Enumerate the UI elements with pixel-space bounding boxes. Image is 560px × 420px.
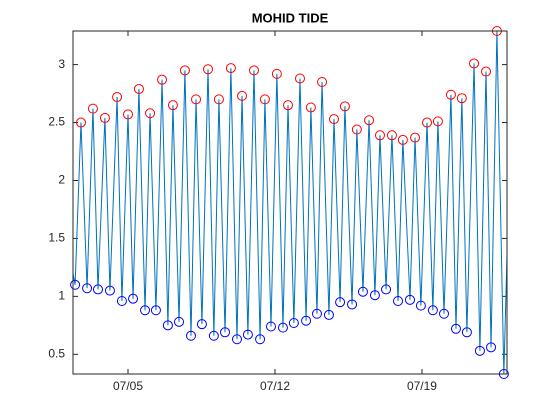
extremum-marker bbox=[432, 116, 443, 127]
extremum-marker bbox=[283, 100, 294, 111]
extremum-marker bbox=[445, 89, 456, 100]
extremum-marker bbox=[128, 293, 139, 304]
extremum-marker bbox=[439, 308, 450, 319]
extremum-marker bbox=[75, 117, 86, 128]
y-tick-label: 3 bbox=[58, 57, 65, 71]
extremum-marker bbox=[323, 309, 334, 320]
extremum-marker bbox=[427, 305, 438, 316]
extremum-marker bbox=[404, 294, 415, 305]
extremum-marker bbox=[116, 295, 127, 306]
extremum-marker bbox=[305, 102, 316, 113]
extremum-marker bbox=[92, 284, 103, 295]
y-tick-label: 1.5 bbox=[48, 231, 65, 245]
y-tick-label: 2.5 bbox=[48, 115, 65, 129]
extremum-marker bbox=[374, 130, 385, 141]
extremum-marker bbox=[167, 100, 178, 111]
extremum-marker bbox=[474, 345, 485, 356]
extremum-marker bbox=[364, 115, 375, 126]
extremum-marker bbox=[82, 283, 93, 294]
extremum-marker bbox=[271, 68, 282, 79]
extremum-marker bbox=[196, 319, 207, 330]
x-tick-label: 07/12 bbox=[260, 379, 290, 393]
x-tick-label: 07/05 bbox=[113, 379, 143, 393]
extremum-marker bbox=[255, 334, 266, 345]
extremum-marker bbox=[357, 286, 368, 297]
extremum-marker bbox=[133, 83, 144, 94]
extremum-marker bbox=[456, 93, 467, 104]
extremum-marker bbox=[469, 58, 480, 69]
extremum-marker bbox=[415, 300, 426, 311]
extremum-marker bbox=[140, 305, 151, 316]
extremum-marker bbox=[450, 323, 461, 334]
y-tick-label: 2 bbox=[58, 173, 65, 187]
extremum-marker bbox=[294, 73, 305, 84]
extremum-marker bbox=[242, 329, 253, 340]
extremum-marker bbox=[335, 297, 346, 308]
extremum-marker bbox=[208, 330, 219, 341]
extremum-marker bbox=[237, 90, 248, 101]
extremum-marker bbox=[381, 284, 392, 295]
extremum-marker bbox=[87, 103, 98, 114]
extremum-marker bbox=[162, 320, 173, 331]
plot-frame bbox=[72, 30, 508, 375]
extremum-marker bbox=[225, 63, 236, 74]
extremum-marker bbox=[145, 108, 156, 119]
tide-line bbox=[72, 30, 508, 375]
extremum-marker bbox=[112, 92, 123, 103]
extremum-marker bbox=[311, 308, 322, 319]
extremum-marker bbox=[99, 112, 110, 123]
extremum-marker bbox=[328, 114, 339, 125]
extremum-marker bbox=[174, 316, 185, 327]
extremum-marker bbox=[265, 321, 276, 332]
extremum-marker bbox=[179, 65, 190, 76]
extremum-marker bbox=[351, 124, 362, 135]
extremum-marker bbox=[231, 334, 242, 345]
extremum-marker bbox=[422, 117, 433, 128]
extremum-marker bbox=[248, 65, 259, 76]
extremum-marker bbox=[317, 76, 328, 87]
extremum-marker bbox=[186, 330, 197, 341]
extremum-marker bbox=[386, 130, 397, 141]
extremum-marker bbox=[157, 74, 168, 85]
extremum-marker bbox=[213, 94, 224, 105]
extremum-marker bbox=[301, 315, 312, 326]
y-tick-label: 1 bbox=[58, 289, 65, 303]
extremum-marker bbox=[104, 285, 115, 296]
extremum-marker bbox=[277, 322, 288, 333]
extremum-marker bbox=[288, 318, 299, 329]
extremum-marker bbox=[339, 101, 350, 112]
extremum-marker bbox=[191, 94, 202, 105]
chart-title: MOHID TIDE bbox=[252, 10, 329, 25]
extremum-marker bbox=[410, 132, 421, 143]
extremum-marker bbox=[369, 290, 380, 301]
extremum-marker bbox=[347, 299, 358, 310]
extremum-marker bbox=[220, 327, 231, 338]
extremum-marker bbox=[393, 295, 404, 306]
extremum-marker bbox=[123, 109, 134, 120]
extremum-marker bbox=[70, 279, 81, 290]
extremum-marker bbox=[203, 64, 214, 75]
extremum-marker bbox=[150, 305, 161, 316]
extremum-marker bbox=[397, 134, 408, 145]
extremum-marker bbox=[259, 94, 270, 105]
y-tick-label: 0.5 bbox=[48, 346, 65, 360]
x-tick-label: 07/19 bbox=[407, 379, 437, 393]
extremum-marker bbox=[461, 327, 472, 338]
extremum-marker bbox=[481, 66, 492, 77]
extremum-marker bbox=[486, 342, 497, 353]
